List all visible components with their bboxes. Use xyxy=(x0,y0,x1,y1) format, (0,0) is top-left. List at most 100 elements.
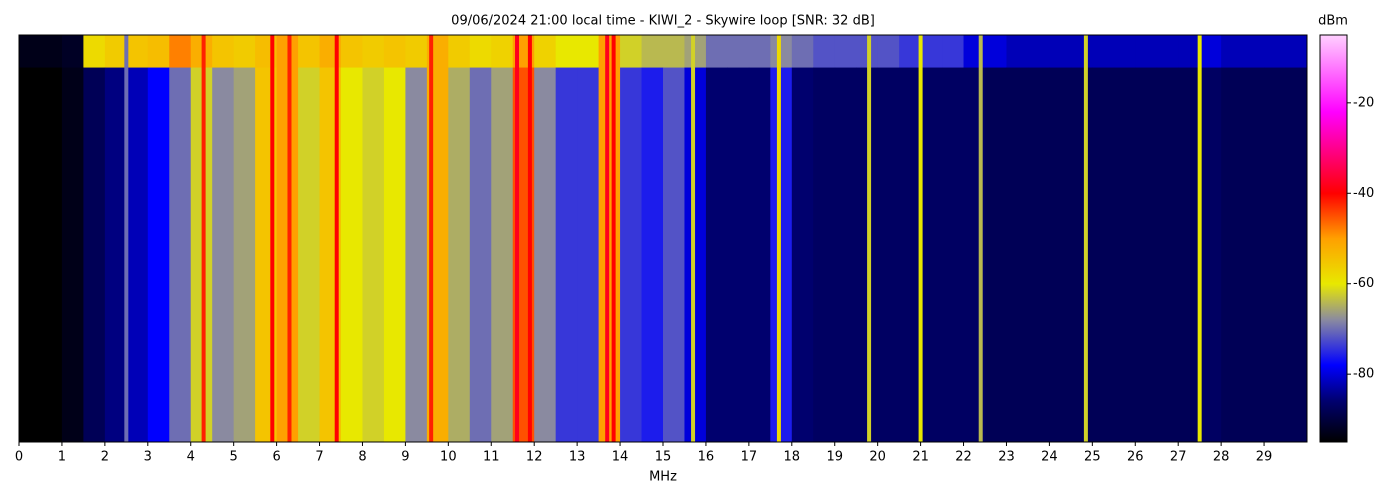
x-tick-label: 25 xyxy=(1084,450,1101,465)
heat-cell xyxy=(362,35,385,69)
heat-cell xyxy=(813,35,836,69)
carrier-line xyxy=(605,35,610,442)
x-tick-label: 20 xyxy=(869,450,886,465)
heat-cell xyxy=(341,67,363,443)
heat-cell xyxy=(233,35,256,69)
x-tick-label: 6 xyxy=(272,450,280,465)
x-tick-label: 28 xyxy=(1213,450,1230,465)
carrier-line xyxy=(611,35,616,442)
heat-cell xyxy=(126,67,149,443)
heat-cell xyxy=(620,35,643,69)
heat-cell xyxy=(147,67,170,443)
heat-cell xyxy=(1221,67,1244,443)
heat-cell xyxy=(791,35,814,69)
x-axis-label: MHz xyxy=(649,470,677,485)
heat-cell xyxy=(534,35,557,69)
heat-cell xyxy=(705,67,728,443)
heat-cell xyxy=(169,35,192,69)
heat-cell xyxy=(577,67,600,443)
x-tick-label: 1 xyxy=(58,450,66,465)
heat-cell xyxy=(40,35,63,69)
x-tick-label: 11 xyxy=(483,450,500,465)
x-tick-label: 9 xyxy=(401,450,409,465)
heat-cell xyxy=(233,67,256,443)
heat-cell xyxy=(491,35,514,69)
heat-cell xyxy=(1221,35,1244,69)
heat-cell xyxy=(1178,35,1201,69)
chart-title: 09/06/2024 21:00 local time - KIWI_2 - S… xyxy=(451,14,875,29)
heat-cell xyxy=(942,67,965,443)
heat-cell xyxy=(834,35,857,69)
heat-cell xyxy=(1156,35,1179,69)
x-tick-label: 13 xyxy=(569,450,586,465)
heat-cell xyxy=(1264,35,1287,69)
heat-cell xyxy=(448,67,471,443)
x-tick-label: 3 xyxy=(144,450,152,465)
heat-cell xyxy=(383,67,406,443)
heat-cell xyxy=(83,67,106,443)
x-tick-label: 8 xyxy=(358,450,366,465)
colorbar-tick-label: -80 xyxy=(1353,367,1374,382)
x-tick-label: 7 xyxy=(315,450,323,465)
heat-cell xyxy=(1135,67,1158,443)
heat-cell xyxy=(598,35,621,69)
heat-cell xyxy=(104,67,127,443)
x-tick-label: 24 xyxy=(1041,450,1058,465)
x-tick-label: 27 xyxy=(1170,450,1187,465)
heat-cell xyxy=(748,35,771,69)
heat-cell xyxy=(405,67,428,443)
heat-cell xyxy=(684,35,707,69)
heat-cell xyxy=(1006,35,1029,69)
heat-cell xyxy=(942,35,965,69)
x-tick-label: 26 xyxy=(1127,450,1144,465)
heat-cell xyxy=(1092,67,1115,443)
x-tick-label: 16 xyxy=(698,450,715,465)
carrier-line xyxy=(978,35,983,442)
x-tick-label: 18 xyxy=(784,450,801,465)
heat-cell xyxy=(1135,35,1158,69)
heat-cell xyxy=(1070,35,1093,69)
x-tick-label: 0 xyxy=(15,450,23,465)
colorbar-label: dBm xyxy=(1318,14,1348,29)
carrier-line xyxy=(1083,35,1088,442)
heat-cell xyxy=(555,35,578,69)
carrier-line xyxy=(515,35,520,442)
heat-cell xyxy=(1178,67,1201,443)
heat-cell xyxy=(791,67,814,443)
heat-cell xyxy=(1049,35,1072,69)
heat-cell xyxy=(641,35,664,69)
x-tick-label: 17 xyxy=(741,450,758,465)
x-tick-label: 21 xyxy=(912,450,929,465)
x-tick-label: 14 xyxy=(612,450,629,465)
heat-cell xyxy=(1199,35,1222,69)
heat-cell xyxy=(19,67,41,443)
heat-cell xyxy=(405,35,428,69)
heat-cell xyxy=(1242,67,1265,443)
heat-cell xyxy=(448,35,471,69)
x-tick-label: 23 xyxy=(998,450,1015,465)
colorbar-tick-label: -20 xyxy=(1353,95,1374,110)
heat-cell xyxy=(104,35,127,69)
heat-cell xyxy=(19,35,41,69)
carrier-line xyxy=(270,35,275,442)
colorbar xyxy=(1319,34,1348,443)
heat-cell xyxy=(1049,67,1072,443)
heat-cell xyxy=(770,67,793,443)
carrier-line xyxy=(527,35,532,442)
heat-cell xyxy=(834,67,857,443)
x-tick-label: 10 xyxy=(440,450,457,465)
carrier-line xyxy=(776,35,781,442)
x-tick-label: 2 xyxy=(101,450,109,465)
heat-cell xyxy=(40,67,63,443)
heat-cell xyxy=(298,67,321,443)
carrier-line xyxy=(918,35,923,442)
heat-cell xyxy=(1006,67,1029,443)
heat-cell xyxy=(899,35,922,69)
heat-cell xyxy=(469,35,492,69)
heat-cell xyxy=(383,35,406,69)
x-tick-label: 22 xyxy=(955,450,972,465)
heat-cell xyxy=(555,67,578,443)
heat-cell xyxy=(877,35,900,69)
heat-cell xyxy=(620,67,643,443)
